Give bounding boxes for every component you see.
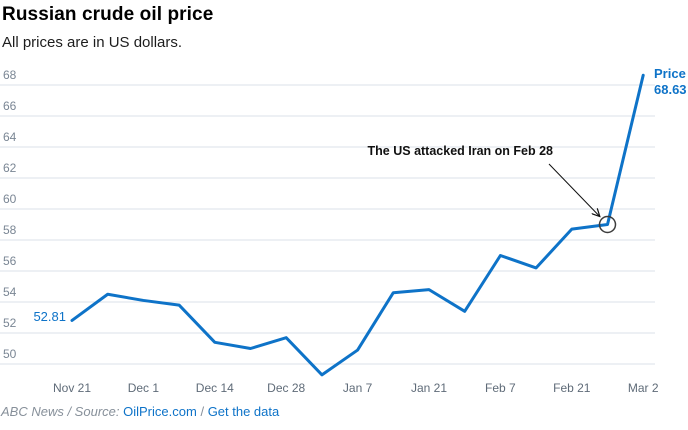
y-tick-label: 66 — [3, 99, 17, 113]
x-tick-label: Jan 7 — [342, 381, 373, 395]
y-tick-label: 50 — [3, 347, 17, 361]
get-the-data-link[interactable]: Get the data — [207, 404, 280, 419]
annotation-arrow — [548, 163, 599, 216]
y-tick-label: 62 — [3, 161, 17, 175]
last-point-value-label: Price 68.63 — [654, 66, 687, 98]
y-tick-label: 60 — [3, 192, 17, 206]
chart-subtitle: All prices are in US dollars. — [2, 34, 183, 51]
y-tick-label: 54 — [3, 285, 17, 299]
y-tick-label: 64 — [3, 130, 17, 144]
y-tick-label: 58 — [3, 223, 17, 237]
last-point-label-value: 68.63 — [654, 82, 687, 97]
first-point-value-label: 52.81 — [33, 309, 66, 324]
x-tick-label: Dec 28 — [267, 381, 306, 395]
x-tick-label: Feb 21 — [553, 381, 591, 395]
x-tick-label: Jan 21 — [410, 381, 448, 395]
credit-text: ABC News / Source: — [1, 404, 120, 419]
x-tick-label: Nov 21 — [52, 381, 92, 395]
footer-separator: / — [200, 404, 205, 419]
x-tick-label: Dec 1 — [127, 381, 160, 395]
chart-footer: ABC News / Source: OilPrice.com / Get th… — [1, 404, 279, 419]
x-tick-label: Dec 14 — [195, 381, 234, 395]
y-tick-label: 68 — [3, 68, 17, 82]
y-tick-label: 56 — [3, 254, 17, 268]
chart-title: Russian crude oil price — [2, 4, 214, 25]
x-tick-label: Mar 2 — [627, 381, 659, 395]
x-tick-label: Feb 7 — [485, 381, 516, 395]
last-point-label-title: Price — [654, 66, 686, 81]
event-annotation-text: The US attacked Iran on Feb 28 — [367, 144, 553, 158]
y-tick-label: 52 — [3, 316, 17, 330]
source-link[interactable]: OilPrice.com — [123, 404, 197, 419]
event-marker-circle — [598, 215, 617, 234]
price-line — [70, 73, 645, 377]
